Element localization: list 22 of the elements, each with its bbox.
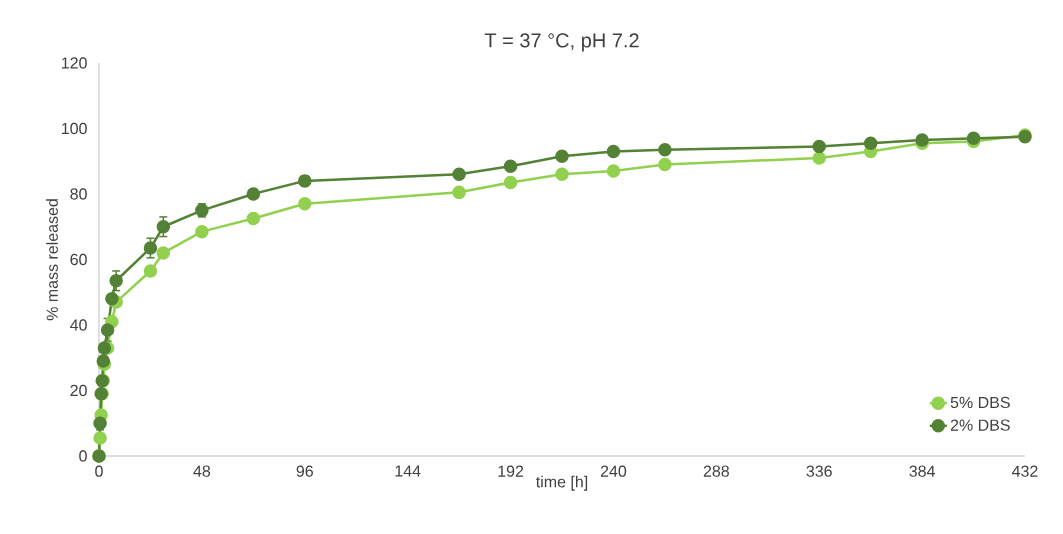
x-tick-label: 192 [498, 465, 524, 477]
x-axis-title: time [h] [536, 475, 588, 491]
x-tick-label: 336 [806, 465, 832, 477]
x-tick-label: 0 [95, 465, 103, 477]
y-tick-label: 100 [62, 122, 87, 135]
chart-title: T = 37 °C, pH 7.2 [484, 33, 639, 52]
legend-label: 2% DBS [950, 419, 1010, 431]
x-tick-label: 48 [193, 465, 211, 477]
y-tick-label: 40 [70, 319, 87, 331]
x-tick-label: 240 [600, 465, 627, 477]
x-tick-label: 96 [296, 465, 313, 477]
x-tick-label: 144 [395, 465, 421, 477]
y-tick-label: 60 [70, 253, 87, 266]
x-tick-label: 384 [909, 465, 935, 477]
x-tick-label: 288 [703, 465, 729, 477]
y-tick-label: 0 [79, 450, 87, 462]
y-tick-label: 120 [62, 57, 87, 69]
y-tick-label: 20 [70, 384, 87, 397]
x-tick-label: 432 [1012, 465, 1038, 477]
y-tick-label: 80 [70, 188, 87, 200]
y-axis-title: % mass released [46, 199, 58, 321]
legend-label: 5% DBS [950, 396, 1010, 409]
